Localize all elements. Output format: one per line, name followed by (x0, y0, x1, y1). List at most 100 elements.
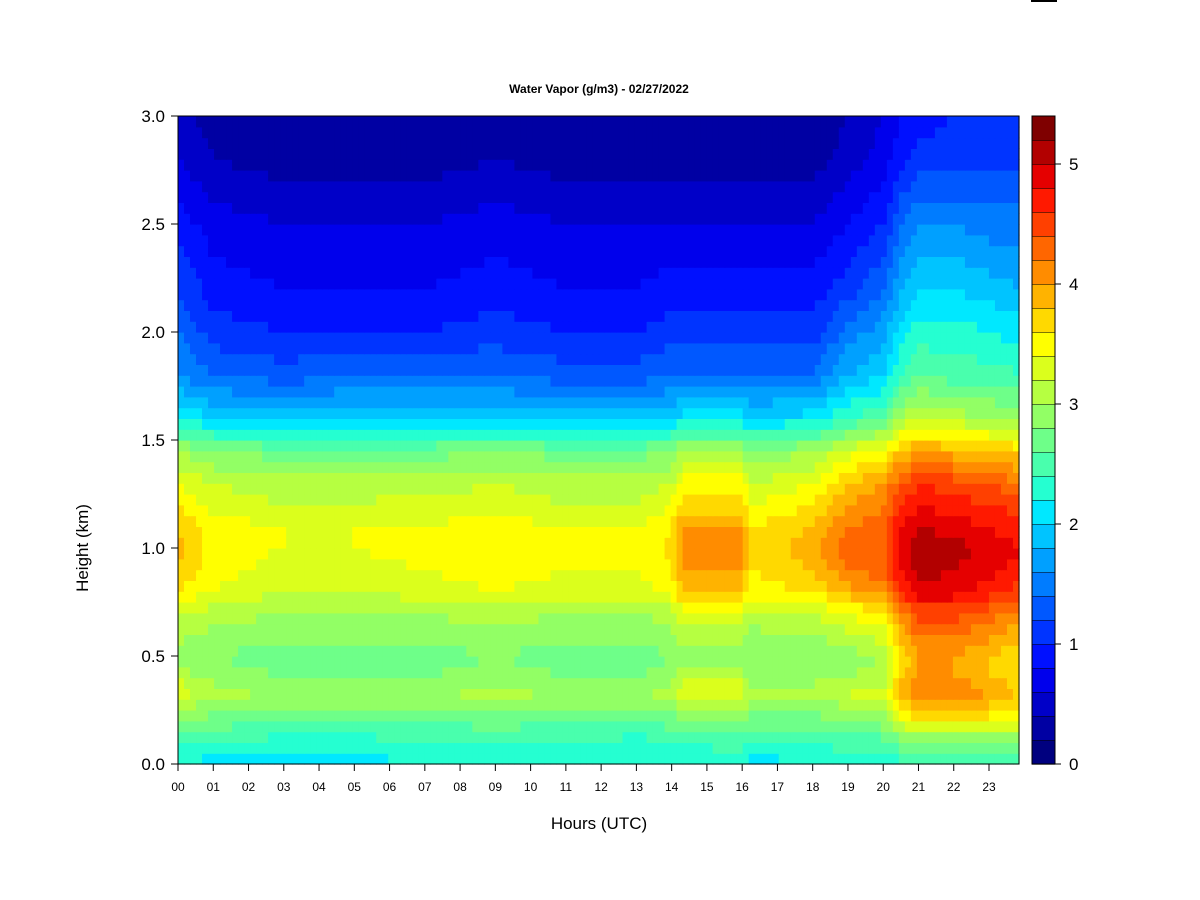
heatmap-cell (634, 699, 642, 711)
heatmap-cell (712, 742, 720, 754)
heatmap-cell (340, 461, 347, 473)
heatmap-cell (202, 537, 209, 549)
heatmap-cell (748, 602, 756, 614)
heatmap-cell (424, 634, 431, 646)
heatmap-cell (352, 396, 359, 409)
heatmap-cell (592, 677, 600, 689)
heatmap-cell (724, 396, 732, 409)
heatmap-cell (256, 645, 263, 657)
heatmap-cell (616, 656, 624, 668)
heatmap-cell (886, 623, 894, 635)
heatmap-cell (568, 407, 576, 419)
heatmap-cell (988, 450, 996, 463)
heatmap-cell (400, 645, 407, 657)
heatmap-cell (592, 472, 600, 484)
heatmap-cell (880, 731, 888, 743)
heatmap-cell (928, 720, 936, 733)
heatmap-cell (424, 386, 431, 398)
heatmap-cell (1006, 634, 1014, 646)
heatmap-cell (244, 440, 251, 452)
heatmap-cell (280, 429, 287, 441)
chart-title: Water Vapor (g/m3) - 02/27/2022 (509, 82, 689, 96)
heatmap-cell (712, 677, 720, 689)
heatmap-cell (592, 515, 600, 527)
heatmap-cell (640, 396, 648, 409)
heatmap-cell (610, 666, 618, 679)
heatmap-cell (790, 418, 798, 430)
heatmap-cell (280, 634, 287, 646)
heatmap-cell (862, 472, 870, 484)
heatmap-cell (892, 645, 900, 657)
heatmap-cell (664, 472, 672, 484)
heatmap-cell (592, 461, 600, 473)
heatmap-cell (934, 407, 942, 419)
heatmap-cell (256, 753, 263, 765)
heatmap-cell (790, 645, 798, 657)
heatmap-cell (184, 656, 191, 668)
heatmap-cell (916, 526, 924, 538)
heatmap-cell (484, 612, 491, 625)
heatmap-cell (562, 450, 570, 463)
heatmap-cell (580, 515, 588, 527)
heatmap-cell (442, 580, 449, 592)
heatmap-cell (286, 731, 293, 743)
heatmap-cell (358, 472, 365, 484)
heatmap-cell (808, 666, 816, 679)
heatmap-cell (796, 472, 804, 484)
heatmap-cell (988, 461, 996, 473)
heatmap-cell (682, 483, 690, 495)
heatmap-cell (454, 386, 461, 398)
heatmap-cell (970, 504, 978, 517)
heatmap-cell (220, 537, 227, 549)
heatmap-cell (892, 753, 900, 765)
heatmap-cell (916, 537, 924, 549)
heatmap-cell (778, 710, 786, 722)
heatmap-cell (652, 710, 660, 722)
heatmap-cell (754, 494, 762, 506)
heatmap-cell (586, 688, 594, 700)
heatmap-cell (808, 645, 816, 657)
heatmap-cell (676, 612, 684, 625)
heatmap-cell (202, 375, 209, 387)
heatmap-cell (958, 429, 966, 441)
heatmap-cell (244, 429, 251, 441)
heatmap-cell (442, 483, 449, 495)
heatmap-cell (328, 742, 335, 754)
heatmap-cell (898, 450, 906, 463)
heatmap-cell (514, 742, 522, 754)
heatmap-cell (658, 440, 666, 452)
heatmap-cell (940, 548, 948, 560)
heatmap-cell (190, 699, 197, 711)
heatmap-cell (586, 407, 594, 419)
heatmap-cell (838, 461, 846, 473)
heatmap-cell (550, 688, 558, 700)
heatmap-cell (760, 688, 768, 700)
heatmap-cell (358, 710, 365, 722)
heatmap-cell (952, 634, 960, 646)
heatmap-cell (400, 450, 407, 463)
heatmap-cell (970, 558, 978, 571)
heatmap-cell (226, 569, 233, 581)
heatmap-cell (292, 548, 299, 560)
heatmap-cell (946, 623, 954, 635)
heatmap-cell (604, 526, 612, 538)
heatmap-cell (448, 407, 455, 419)
heatmap-cell (490, 602, 497, 614)
heatmap-cell (580, 656, 588, 668)
heatmap-cell (850, 537, 858, 549)
heatmap-cell (784, 623, 792, 635)
heatmap-cell (472, 645, 479, 657)
heatmap-cell (766, 699, 774, 711)
heatmap-cell (274, 645, 281, 657)
heatmap-cell (484, 688, 491, 700)
heatmap-cell (868, 429, 876, 441)
heatmap-cell (322, 623, 329, 635)
heatmap-cell (580, 742, 588, 754)
heatmap-cell (676, 375, 684, 387)
heatmap-cell (958, 753, 966, 765)
heatmap-cell (1012, 742, 1020, 754)
heatmap-cell (670, 688, 678, 700)
heatmap-cell (520, 440, 528, 452)
heatmap-cell (826, 537, 834, 549)
heatmap-cell (316, 623, 323, 635)
